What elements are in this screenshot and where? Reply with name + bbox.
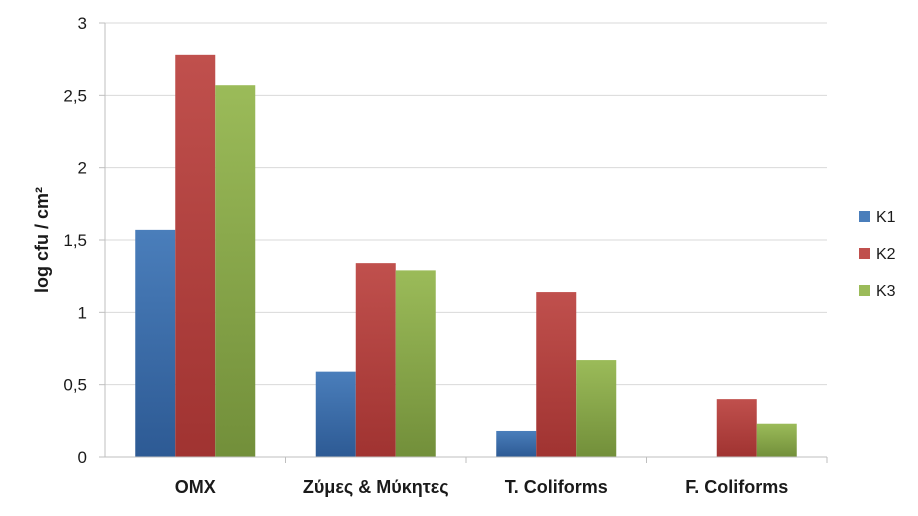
legend: K1 K2 K3 bbox=[859, 209, 896, 300]
bar-k3-1 bbox=[395, 270, 436, 457]
bar-k1-0 bbox=[135, 229, 176, 457]
x-tick-label: T. Coliforms bbox=[505, 477, 608, 497]
y-tick-label: 1,5 bbox=[63, 231, 87, 250]
x-tick-labels: OMX Ζύμες & Μύκητες T. Coliforms F. Colifor… bbox=[175, 477, 789, 497]
legend-label-k3: K3 bbox=[876, 283, 896, 300]
legend-swatch-k2 bbox=[859, 248, 870, 259]
y-tick-label: 3 bbox=[78, 14, 87, 33]
bar-k2-0 bbox=[175, 54, 216, 458]
bar-k2-2 bbox=[536, 292, 577, 457]
x-tick-label: Ζύμες & Μύκητες bbox=[303, 477, 449, 497]
y-tick-label: 2 bbox=[78, 159, 87, 178]
x-tick-label: F. Coliforms bbox=[685, 477, 788, 497]
legend-label-k2: K2 bbox=[876, 246, 896, 263]
bar-k3-2 bbox=[576, 360, 617, 457]
legend-swatch-k3 bbox=[859, 285, 870, 296]
bar-k2-3 bbox=[716, 399, 757, 457]
y-axis-label: log cfu / cm² bbox=[32, 187, 52, 293]
bar-k1-1 bbox=[315, 371, 356, 457]
legend-swatch-k1 bbox=[859, 211, 870, 222]
y-tick-label: 2,5 bbox=[63, 86, 87, 105]
y-tick-labels: 0 0,5 1 1,5 2 2,5 3 bbox=[63, 14, 105, 467]
bar-k3-0 bbox=[215, 85, 256, 457]
y-tick-label: 0 bbox=[78, 448, 87, 467]
x-tick-label: OMX bbox=[175, 477, 216, 497]
bar-k2-1 bbox=[355, 263, 396, 457]
y-tick-label: 0,5 bbox=[63, 376, 87, 395]
bars bbox=[135, 54, 797, 458]
bar-k1-2 bbox=[496, 430, 537, 457]
y-tick-label: 1 bbox=[78, 303, 87, 322]
legend-label-k1: K1 bbox=[876, 209, 896, 226]
bar-k3-3 bbox=[756, 423, 797, 457]
